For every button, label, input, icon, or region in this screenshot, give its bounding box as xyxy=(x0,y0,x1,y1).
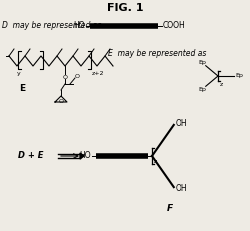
Text: O: O xyxy=(58,99,64,104)
Text: FIG. 1: FIG. 1 xyxy=(107,3,143,13)
Text: Ep: Ep xyxy=(198,60,206,65)
Text: y: y xyxy=(17,71,21,76)
Text: z: z xyxy=(154,159,157,164)
Text: Ep: Ep xyxy=(235,73,243,79)
Text: E  may be represented as: E may be represented as xyxy=(108,49,206,58)
Text: COOH: COOH xyxy=(163,21,186,30)
Text: D + E: D + E xyxy=(18,152,44,161)
Polygon shape xyxy=(80,153,84,159)
Text: O: O xyxy=(62,75,68,80)
Text: OH: OH xyxy=(176,184,188,193)
Text: z: z xyxy=(220,82,223,87)
Text: OH: OH xyxy=(176,119,188,128)
Text: HO: HO xyxy=(80,152,91,161)
Text: E: E xyxy=(19,84,25,93)
Text: Ep: Ep xyxy=(198,87,206,92)
Text: D  may be represented as: D may be represented as xyxy=(2,21,102,30)
Text: F: F xyxy=(167,204,173,213)
Text: HO: HO xyxy=(74,21,85,30)
Text: z+2: z+2 xyxy=(92,71,104,76)
Text: O: O xyxy=(75,75,80,79)
